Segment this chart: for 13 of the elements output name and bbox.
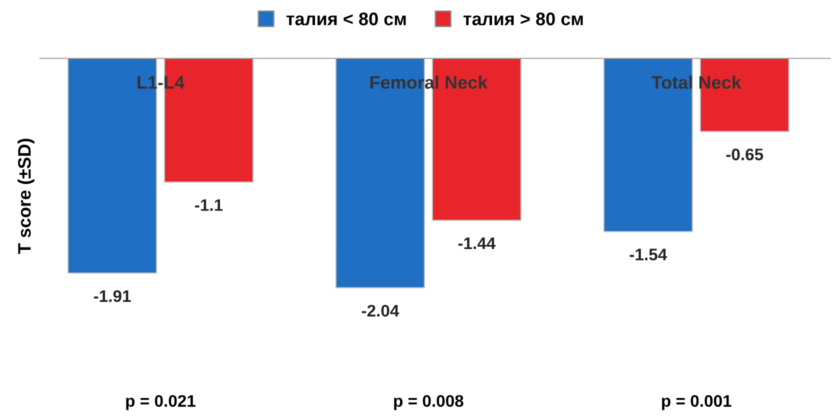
data-label: -2.04 — [362, 304, 400, 317]
text: p = 0.001 — [662, 395, 732, 410]
data-label: -0.65 — [726, 148, 764, 160]
data-label: -1.44 — [458, 238, 496, 250]
x-tick-label: L1-L4 — [138, 76, 184, 89]
legend-label: талия < 80 см — [286, 12, 406, 26]
data-label: -1.91 — [94, 290, 131, 302]
y-axis-title: T score (±SD) — [18, 138, 34, 254]
text: p = 0.008 — [394, 395, 464, 410]
text: p = 0.021 — [126, 395, 196, 410]
data-label: -1.1 — [195, 199, 223, 211]
legend-label: талия > 80 см — [463, 12, 583, 26]
data-label: -1.54 — [630, 248, 668, 260]
